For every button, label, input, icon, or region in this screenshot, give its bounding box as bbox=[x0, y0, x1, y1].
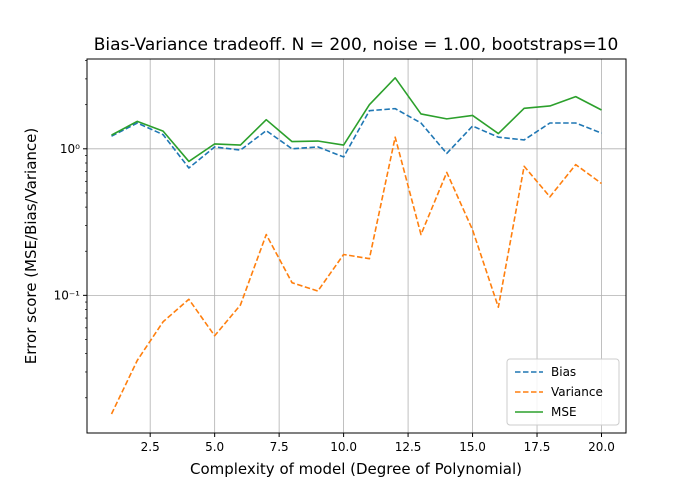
series-line-bias bbox=[111, 107, 602, 169]
x-tick-label: 20.0 bbox=[588, 440, 615, 454]
x-axis-label: Complexity of model (Degree of Polynomia… bbox=[190, 460, 522, 478]
x-tick-label: 10.0 bbox=[330, 440, 357, 454]
x-tick-label: 2.5 bbox=[141, 440, 160, 454]
series-lines bbox=[110, 77, 602, 415]
legend-label-mse: MSE bbox=[551, 405, 577, 419]
y-axis-label: Error score (MSE/Bias/Variance) bbox=[22, 128, 40, 364]
chart-title: Bias-Variance tradeoff. N = 200, noise =… bbox=[94, 35, 619, 55]
x-tick-label: 7.5 bbox=[270, 440, 289, 454]
legend: Bias Variance MSE bbox=[506, 358, 620, 426]
x-tick-label: 17.5 bbox=[524, 440, 551, 454]
x-tick-label: 5.0 bbox=[205, 440, 224, 454]
legend-label-bias: Bias bbox=[551, 365, 576, 379]
legend-label-variance: Variance bbox=[551, 385, 603, 399]
series-line-variance bbox=[110, 136, 602, 415]
y-tick-label: 10⁰ bbox=[60, 142, 80, 156]
x-tick-label: 12.5 bbox=[395, 440, 422, 454]
axes-frame bbox=[86, 58, 627, 434]
axis-ticks: 2.5 5.0 7.5 10.0 12.5 15.0 17.5 20.0 10⁻¹ 10⁰ bbox=[54, 60, 615, 454]
legend-box bbox=[506, 358, 620, 426]
series-line-mse bbox=[111, 77, 602, 163]
x-tick-label: 15.0 bbox=[459, 440, 486, 454]
y-tick-label: 10⁻¹ bbox=[54, 288, 81, 302]
